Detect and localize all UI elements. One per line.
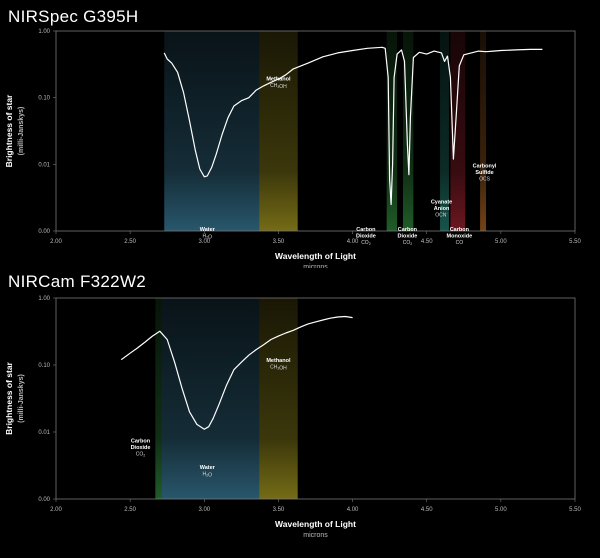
x-tick-label: 2.50: [124, 239, 136, 245]
band-label-line: Methanol: [266, 358, 291, 364]
x-tick-label: 2.00: [50, 239, 62, 245]
y-tick-label: 0.00: [38, 497, 50, 503]
band-1: [161, 298, 260, 499]
x-tick-label: 4.50: [421, 239, 433, 245]
band-label-line: Water: [200, 465, 216, 471]
spectrum-line: [163, 46, 543, 206]
band-label-line: Monoxide: [447, 234, 473, 240]
band-label-line: Sulfide: [475, 170, 493, 176]
band-5: [450, 31, 466, 231]
x-tick-label: 5.50: [569, 239, 581, 245]
band-label-line: Dioxide: [131, 445, 151, 451]
plot-frame: [55, 30, 576, 232]
y-tick-label: 0.01: [38, 162, 50, 168]
chart-nirspec: 2.00 2.50 3.00 3.50 4.00 4.50 5.00 5.50 1.00 0.10…: [4, 29, 581, 268]
y-tick-label: 0.01: [38, 430, 50, 436]
band-label-line: Carbon: [398, 227, 418, 233]
x-axis-sublabel: microns: [303, 532, 328, 539]
x-tick-label: 2.00: [50, 507, 62, 513]
x-tick-label: 4.00: [347, 507, 359, 513]
x-tick-label: 5.00: [495, 239, 507, 245]
band-label-line: Carbon: [356, 227, 376, 233]
y-tick-label: 0.00: [38, 229, 50, 235]
band-label-line: Cyanate: [431, 199, 452, 205]
chart-title-nirspec: NIRSpec G395H: [8, 7, 139, 26]
band-6: [480, 31, 487, 231]
band-formula: H2O: [203, 234, 213, 241]
x-tick-label: 5.50: [569, 507, 581, 513]
x-tick-label: 3.50: [273, 507, 285, 513]
band-formula: CO: [456, 240, 464, 246]
band-formula: H2O: [203, 472, 213, 479]
y-tick-label: 0.10: [38, 363, 50, 369]
x-tick-label: 3.00: [198, 507, 210, 513]
x-tick-label: 3.50: [273, 239, 285, 245]
chart-title-nircam: NIRCam F322W2: [8, 272, 147, 291]
chart-nircam: 2.00 2.50 3.00 3.50 4.00 4.50 5.00 5.50 1.00 0.10…: [4, 296, 581, 539]
band-0: [164, 31, 260, 231]
plot-frame: [55, 297, 576, 500]
band-label-line: Carbonyl: [473, 163, 497, 169]
band-label-line: Methanol: [266, 77, 291, 83]
band-label-line: Dioxide: [356, 234, 376, 240]
band-formula: OCN-: [435, 210, 448, 218]
y-tick-label: 0.10: [38, 96, 50, 102]
x-axis-label: Wavelength of Light: [275, 519, 356, 529]
band-0: [155, 298, 162, 499]
band-formula: CO2: [361, 240, 371, 246]
band-formula: CH3OH: [270, 83, 287, 90]
x-axis-sublabel: microns: [303, 264, 328, 268]
spectrum-line: [120, 315, 353, 430]
y-axis-sublabel: (milli-Janskys): [18, 374, 25, 423]
band-formula: OCS: [479, 176, 491, 182]
band-3: [402, 31, 414, 231]
y-axis-label: Brightness of star: [4, 361, 14, 434]
band-label-line: Carbon: [131, 438, 151, 444]
band-formula: CO2: [136, 451, 146, 457]
band-label-line: Carbon: [450, 227, 470, 233]
band-label-line: Dioxide: [397, 234, 417, 240]
band-1: [259, 31, 298, 231]
x-axis-label: Wavelength of Light: [275, 251, 356, 261]
band-2: [259, 298, 298, 499]
y-axis-sublabel: (milli-Janskys): [18, 107, 25, 156]
x-tick-label: 2.50: [124, 507, 136, 513]
y-tick-label: 1.00: [38, 296, 50, 302]
x-tick-label: 5.00: [495, 507, 507, 513]
y-axis-label: Brightness of star: [4, 94, 14, 167]
band-formula: CO2: [403, 240, 413, 246]
x-tick-label: 4.00: [347, 239, 359, 245]
band-2: [386, 31, 398, 231]
band-formula: CH3OH: [270, 365, 287, 372]
band-4: [440, 31, 449, 231]
x-tick-label: 3.00: [198, 239, 210, 245]
band-label-line: Anion: [434, 206, 450, 212]
x-tick-label: 4.50: [421, 507, 433, 513]
y-tick-label: 1.00: [38, 29, 50, 35]
band-label-line: Water: [200, 227, 216, 233]
